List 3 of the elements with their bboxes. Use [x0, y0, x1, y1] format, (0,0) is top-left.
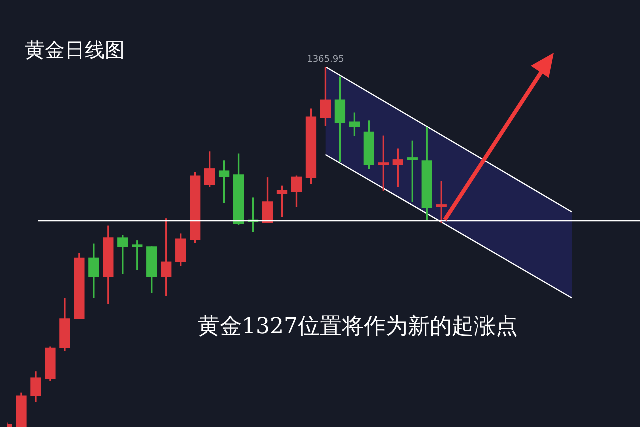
- annotation: 黄金1327位置将作为新的起涨点: [198, 314, 518, 340]
- chart-title: 黄金日线图: [25, 38, 125, 62]
- annotation: 1365.95: [307, 54, 344, 65]
